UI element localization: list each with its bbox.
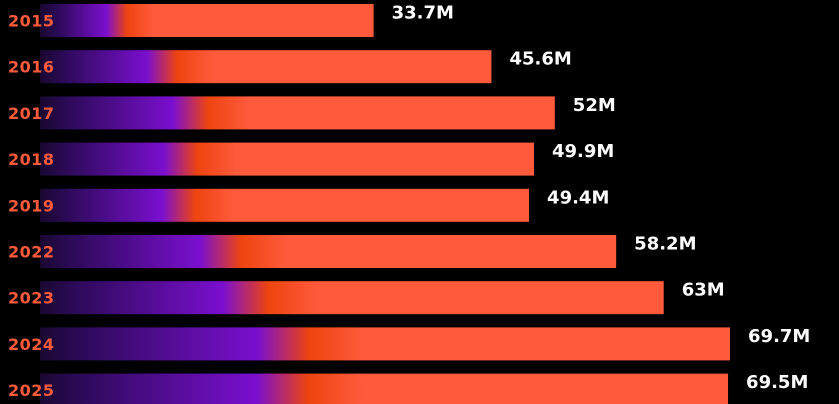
value-label-2022: 58.2M	[634, 234, 696, 255]
bar-2015	[40, 4, 374, 37]
category-label-2025: 2025	[8, 381, 55, 400]
category-label-2024: 2024	[8, 335, 55, 354]
bar-2022	[40, 235, 617, 268]
value-label-2024: 69.7M	[748, 326, 810, 347]
category-label-2016: 2016	[8, 58, 55, 77]
category-label-2022: 2022	[8, 243, 55, 262]
labels-layer: 2015 33.7M 2016 45.6M 2017 52M 2018 49.9M 2019 49…	[8, 3, 810, 401]
bar-2016	[40, 50, 492, 84]
bar-2024	[40, 327, 731, 361]
bar-2018	[40, 142, 535, 176]
bar-2023	[40, 281, 664, 315]
value-label-2019: 49.4M	[547, 187, 609, 208]
value-label-2015: 33.7M	[392, 3, 454, 24]
value-label-2018: 49.9M	[552, 141, 614, 162]
bar-2025	[40, 373, 729, 404]
category-label-2015: 2015	[8, 12, 55, 31]
value-label-2017: 52M	[573, 95, 616, 116]
category-label-2019: 2019	[8, 196, 55, 215]
category-label-2018: 2018	[8, 150, 55, 169]
category-label-2017: 2017	[8, 104, 55, 123]
category-label-2023: 2023	[8, 289, 55, 308]
bars-layer	[40, 4, 731, 404]
value-label-2025: 69.5M	[746, 372, 808, 393]
value-label-2016: 45.6M	[509, 49, 571, 70]
value-label-2023: 63M	[682, 280, 725, 301]
bar-2017	[40, 96, 555, 130]
bar-2019	[40, 188, 530, 222]
